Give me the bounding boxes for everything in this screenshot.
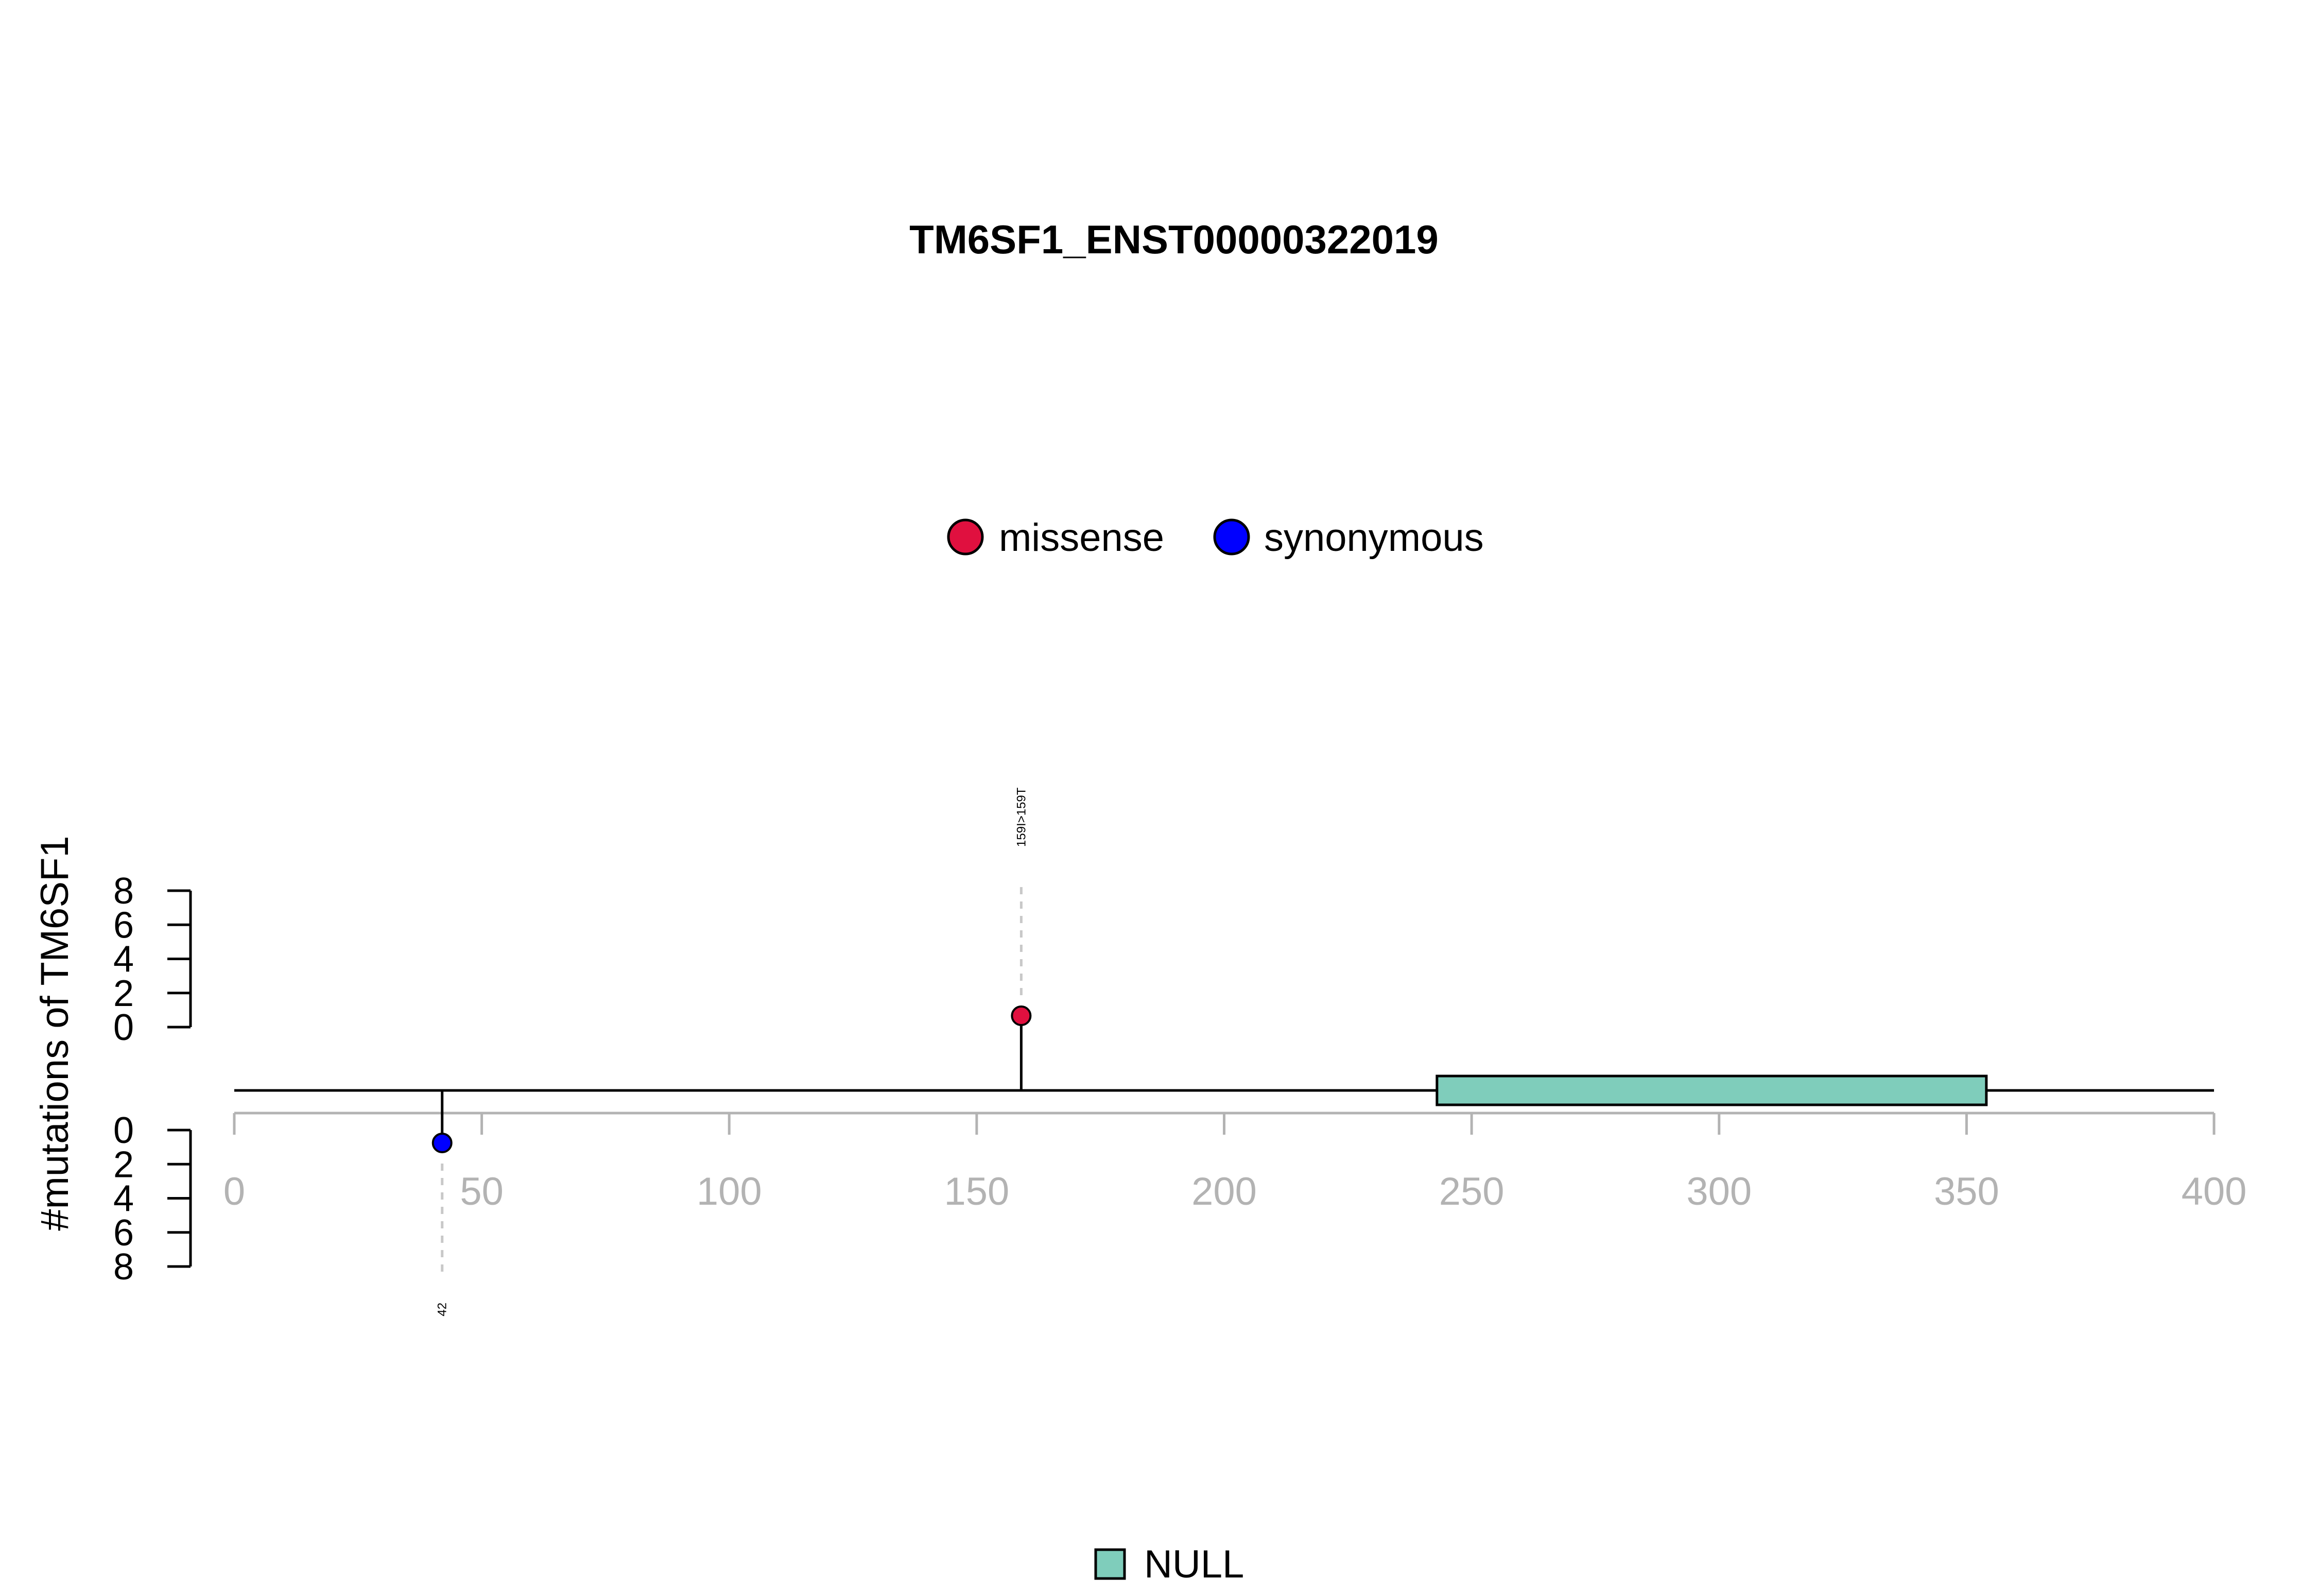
mutation-point <box>431 1133 453 1153</box>
legend-null-marker <box>1094 1548 1126 1580</box>
x-tick-label: 250 <box>1439 1170 1505 1213</box>
legend-synonymous-label: synonymous <box>1264 516 1484 560</box>
legend-missense-marker <box>947 518 984 556</box>
mutation-missense: 159I>159T <box>1011 787 1032 1090</box>
x-tick-label: 150 <box>944 1170 1009 1213</box>
legend-top: missense synonymous <box>947 516 1484 560</box>
x-tick-label: 50 <box>460 1170 504 1213</box>
y-tick-label-bottom: 2 <box>113 1144 134 1185</box>
x-axis: 0 50 100 150 200 250 300 350 400 <box>223 1112 2247 1213</box>
y-tick-label-top: 4 <box>113 939 134 980</box>
y-tick-label-top: 2 <box>113 973 134 1014</box>
mutation-label: 42 <box>436 1303 449 1316</box>
y-tick-label-bottom: 8 <box>113 1246 134 1288</box>
y-tick-label-top: 0 <box>113 1007 134 1048</box>
legend-synonymous-marker <box>1213 518 1250 556</box>
y-tick-label-top: 8 <box>113 871 134 912</box>
chart-title: TM6SF1_ENST00000322019 <box>909 217 1439 262</box>
x-tick-label: 0 <box>223 1170 245 1213</box>
y-tick-label-bottom: 4 <box>113 1178 134 1220</box>
x-tick-label: 400 <box>2182 1170 2247 1213</box>
domains <box>1436 1074 1988 1106</box>
x-tick-label: 200 <box>1191 1170 1257 1213</box>
domain-null <box>1436 1074 1988 1106</box>
x-tick-label: 100 <box>697 1170 762 1213</box>
legend-missense-label: missense <box>999 516 1164 560</box>
mutations: 159I>159T 42 <box>431 787 1032 1316</box>
y-tick-label-bottom: 0 <box>113 1110 134 1151</box>
legend-null-label: NULL <box>1144 1542 1244 1586</box>
mutation-synonymous: 42 <box>431 1090 453 1316</box>
y-tick-label-bottom: 6 <box>113 1212 134 1254</box>
y-tick-label-top: 6 <box>113 905 134 946</box>
mutation-point <box>1011 1005 1032 1026</box>
y-axis-label: #mutations of TM6SF1 <box>33 836 77 1230</box>
mutation-label: 159I>159T <box>1014 787 1028 847</box>
legend-bottom: NULL <box>1094 1542 1244 1586</box>
x-tick-label: 350 <box>1934 1170 1999 1213</box>
x-tick-label: 300 <box>1686 1170 1752 1213</box>
